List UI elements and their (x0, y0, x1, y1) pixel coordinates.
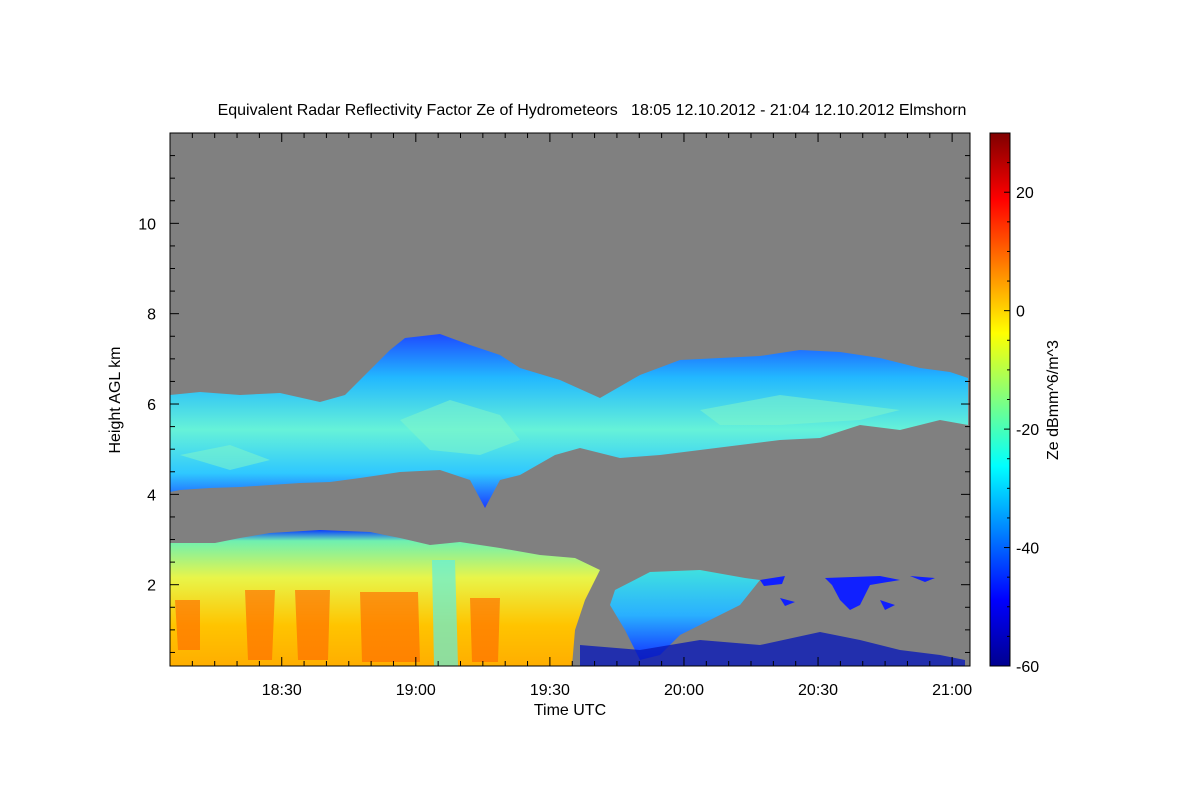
y-tick-label: 10 (138, 216, 156, 233)
upper-cloud-layer (170, 334, 968, 508)
colorbar-tick-label: 20 (1016, 185, 1034, 202)
plot-frame (169, 132, 971, 667)
reflectivity-field (170, 334, 968, 666)
ground-clutter (580, 632, 965, 666)
precipitation-core (175, 590, 500, 662)
colorbar-axis: 20 0 -20 -40 -60 (1004, 132, 1039, 676)
y-tick-label: 4 (147, 487, 156, 504)
y-axis: 2 4 6 8 10 (138, 132, 970, 653)
low-cloud-patch (610, 570, 760, 660)
colorbar-tick-label: -40 (1016, 541, 1039, 558)
colorbar-tick-label: -60 (1016, 659, 1039, 676)
x-axis: 18:30 19:00 19:30 20:00 20:30 21:00 (169, 133, 972, 699)
scattered-echoes (760, 576, 935, 610)
y-tick-label: 6 (147, 397, 156, 414)
x-tick-label: 20:00 (664, 682, 704, 699)
x-axis-title: Time UTC (534, 702, 606, 719)
upper-cloud-core (180, 395, 900, 470)
x-tick-label: 19:30 (530, 682, 570, 699)
x-tick-label: 18:30 (262, 682, 302, 699)
colorbar-title: Ze dBmm^6/m^3 (1045, 340, 1062, 460)
y-tick-label: 8 (147, 307, 156, 324)
x-tick-label: 19:00 (396, 682, 436, 699)
y-tick-label: 2 (147, 578, 156, 595)
colorbar-tick-label: 0 (1016, 304, 1025, 321)
colorbar-tick-label: -20 (1016, 422, 1039, 439)
x-tick-label: 21:00 (932, 682, 972, 699)
x-tick-label: 20:30 (798, 682, 838, 699)
chart-title: Equivalent Radar Reflectivity Factor Ze … (218, 102, 967, 119)
precipitation-gap (432, 560, 458, 666)
y-axis-title: Height AGL km (107, 346, 124, 453)
